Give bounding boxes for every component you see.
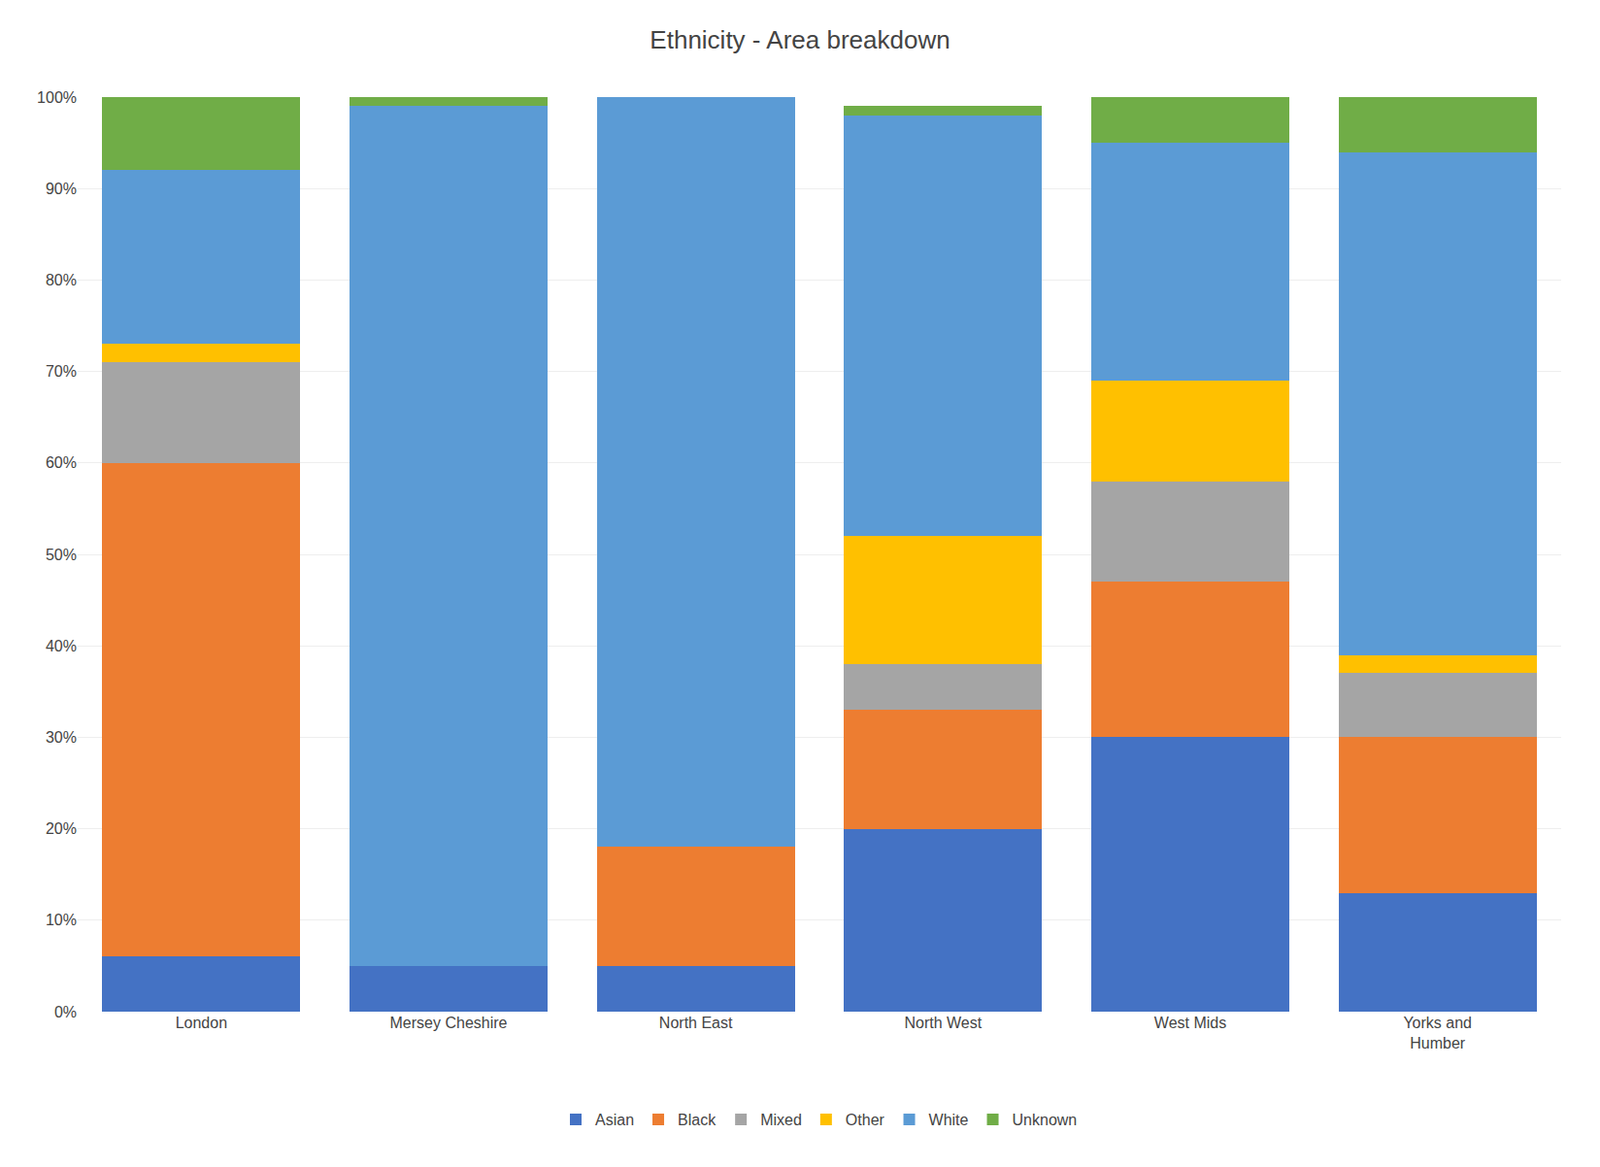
svg-text:Unknown: Unknown <box>1012 1111 1078 1129</box>
svg-text:Black: Black <box>677 1111 717 1129</box>
svg-text:20%: 20% <box>45 820 77 837</box>
svg-text:Mersey Cheshire: Mersey Cheshire <box>390 1014 508 1032</box>
svg-text:30%: 30% <box>45 729 77 746</box>
svg-text:70%: 70% <box>45 363 77 380</box>
svg-text:West Mids: West Mids <box>1154 1014 1227 1032</box>
svg-text:50%: 50% <box>45 546 77 564</box>
svg-text:80%: 80% <box>45 271 77 289</box>
svg-text:Asian: Asian <box>595 1111 634 1129</box>
svg-text:40%: 40% <box>45 637 77 655</box>
svg-text:0%: 0% <box>54 1003 77 1021</box>
svg-text:60%: 60% <box>45 454 77 471</box>
svg-text:London: London <box>175 1014 228 1032</box>
svg-text:Yorks andHumber: Yorks andHumber <box>1402 1014 1472 1052</box>
svg-text:100%: 100% <box>36 89 77 106</box>
svg-text:10%: 10% <box>45 911 77 929</box>
svg-text:White: White <box>929 1111 969 1129</box>
svg-text:Ethnicity - Area breakdown: Ethnicity - Area breakdown <box>649 25 950 55</box>
svg-text:North West: North West <box>903 1014 982 1032</box>
svg-text:North East: North East <box>659 1014 734 1032</box>
svg-text:Other: Other <box>845 1111 886 1129</box>
svg-text:Mixed: Mixed <box>760 1111 802 1129</box>
svg-text:90%: 90% <box>45 180 77 198</box>
